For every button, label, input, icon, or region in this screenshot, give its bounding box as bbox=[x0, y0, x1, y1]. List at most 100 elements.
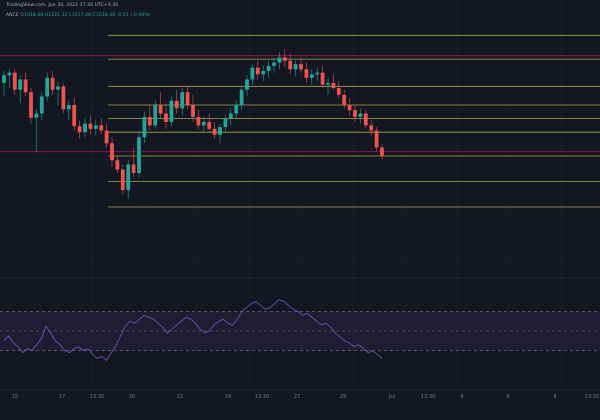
candle bbox=[2, 71, 6, 97]
candle bbox=[137, 130, 141, 178]
candle-body bbox=[137, 137, 141, 173]
candle bbox=[250, 64, 255, 85]
candle-body bbox=[158, 105, 163, 114]
candle bbox=[131, 147, 136, 178]
candle-body bbox=[201, 122, 206, 126]
candle-body bbox=[347, 105, 352, 111]
candle bbox=[99, 118, 104, 134]
candle bbox=[7, 68, 12, 88]
candle-body bbox=[153, 105, 158, 126]
candle-body bbox=[174, 100, 179, 109]
candle bbox=[77, 120, 82, 139]
candle-body bbox=[304, 69, 309, 78]
candle-body bbox=[326, 82, 330, 85]
candle bbox=[255, 60, 260, 80]
candle-body bbox=[261, 71, 266, 75]
candle bbox=[223, 115, 228, 133]
candle bbox=[126, 160, 131, 199]
candle-body bbox=[29, 92, 33, 118]
ohlc-legend: ANCE O1018.48 H1021.32 L1017.48 C1018.48… bbox=[6, 13, 151, 18]
x-tick-label: 17 bbox=[59, 394, 65, 400]
x-tick-label: 22 bbox=[177, 394, 183, 400]
candle bbox=[120, 164, 125, 195]
x-tick-label: 27 bbox=[294, 394, 300, 400]
candle-body bbox=[50, 77, 55, 90]
candlestick-series bbox=[2, 49, 384, 199]
candle-body bbox=[277, 57, 282, 63]
candle-body bbox=[331, 82, 336, 88]
x-tick-label: 13:30 bbox=[255, 394, 269, 400]
candle bbox=[234, 99, 239, 119]
chart-source-line: TradingView.com, Jun 30, 2022 17:34 UTC+… bbox=[6, 3, 118, 8]
x-axis: 15 17 13:30 20 22 24 13:30 27 29 Jul 13:30 4 6 8 13:30 bbox=[0, 389, 600, 400]
candle bbox=[358, 108, 363, 124]
candle bbox=[320, 65, 325, 88]
candle bbox=[147, 105, 152, 131]
x-tick-label: 6 bbox=[506, 394, 509, 400]
rsi-pane bbox=[0, 277, 600, 362]
candle bbox=[374, 127, 379, 151]
candle-body bbox=[196, 116, 201, 126]
candle bbox=[347, 98, 352, 116]
candle bbox=[369, 120, 374, 136]
candle bbox=[50, 71, 55, 95]
candle-body bbox=[180, 92, 185, 109]
candle bbox=[304, 62, 309, 83]
candle bbox=[288, 54, 293, 75]
candle bbox=[218, 123, 222, 144]
candle-body bbox=[77, 126, 82, 133]
candle-body bbox=[369, 125, 374, 131]
candle-body bbox=[131, 164, 136, 173]
candle bbox=[39, 92, 44, 121]
candle bbox=[66, 100, 71, 121]
candle bbox=[266, 60, 271, 78]
ohlc-values: O1018.48 H1021.32 L1017.48 C1018.48 -0.0… bbox=[20, 13, 151, 18]
x-tick-label: 13:30 bbox=[421, 394, 435, 400]
candle-body bbox=[45, 77, 50, 97]
candle-body bbox=[7, 72, 12, 76]
candle bbox=[363, 110, 368, 129]
candle-body bbox=[374, 130, 379, 148]
candle-body bbox=[299, 64, 303, 70]
x-tick-label: 15 bbox=[12, 394, 18, 400]
candle bbox=[282, 49, 287, 67]
candle-body bbox=[282, 57, 287, 61]
x-tick-label: 13:30 bbox=[585, 394, 599, 400]
x-tick-label: Jul bbox=[388, 394, 395, 400]
candle bbox=[191, 94, 195, 122]
candle-body bbox=[66, 105, 71, 110]
candle bbox=[196, 110, 201, 129]
candle bbox=[83, 117, 87, 138]
candle-body bbox=[245, 79, 249, 90]
candle-body bbox=[250, 67, 255, 80]
candle-body bbox=[255, 67, 260, 75]
candle-body bbox=[34, 113, 39, 118]
candle-body bbox=[147, 116, 152, 126]
candle-body bbox=[39, 96, 44, 114]
candle bbox=[18, 75, 23, 104]
candle-body bbox=[185, 92, 190, 105]
candle-body bbox=[120, 169, 125, 190]
candle-body bbox=[315, 72, 320, 75]
candle bbox=[315, 67, 320, 82]
candle-body bbox=[126, 164, 131, 190]
candle bbox=[207, 113, 212, 133]
candle bbox=[309, 69, 314, 85]
x-tick-label: 8 bbox=[553, 394, 556, 400]
candle-body bbox=[169, 100, 174, 122]
candle-body bbox=[228, 113, 233, 119]
candle bbox=[115, 156, 120, 173]
x-tick-label: 29 bbox=[340, 394, 346, 400]
candle-body bbox=[18, 79, 23, 90]
candle-body bbox=[72, 105, 77, 127]
horizontal-levels bbox=[0, 34, 600, 208]
candle-body bbox=[191, 105, 195, 117]
candle bbox=[174, 89, 179, 114]
candle bbox=[34, 109, 39, 152]
candle-body bbox=[56, 86, 60, 90]
symbol-name: ANCE bbox=[6, 13, 19, 18]
candle-body bbox=[23, 79, 28, 93]
candle bbox=[261, 65, 266, 82]
candle-body bbox=[239, 89, 244, 105]
